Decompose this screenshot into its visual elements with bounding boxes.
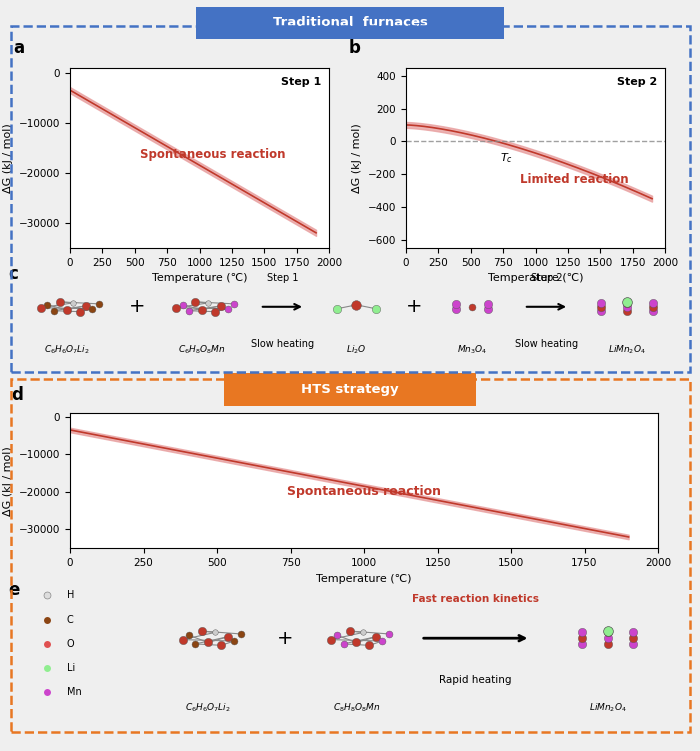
Text: $T_c$: $T_c$: [500, 151, 513, 165]
Text: HTS strategy: HTS strategy: [301, 383, 399, 396]
Text: Spontaneous reaction: Spontaneous reaction: [140, 148, 285, 161]
Text: $Mn_3O_4$: $Mn_3O_4$: [457, 343, 488, 355]
Text: Step 1: Step 1: [281, 77, 321, 86]
Text: $LiMn_2O_4$: $LiMn_2O_4$: [608, 343, 646, 355]
Text: b: b: [349, 39, 361, 57]
Text: Rapid heating: Rapid heating: [440, 675, 512, 686]
Text: $C_6H_6O_7Li_2$: $C_6H_6O_7Li_2$: [186, 701, 231, 713]
Text: +: +: [130, 297, 146, 316]
Text: Fast reaction kinetics: Fast reaction kinetics: [412, 594, 539, 604]
Text: H: H: [66, 590, 74, 600]
Text: Limited reaction: Limited reaction: [520, 173, 629, 185]
Y-axis label: ΔG (kJ / mol): ΔG (kJ / mol): [4, 446, 13, 515]
Text: $LiMn_2O_4$: $LiMn_2O_4$: [589, 701, 626, 713]
Text: Li: Li: [66, 663, 75, 673]
Text: Spontaneous reaction: Spontaneous reaction: [287, 485, 441, 498]
Text: Traditional  furnaces: Traditional furnaces: [272, 17, 428, 29]
Text: +: +: [406, 297, 423, 316]
Text: d: d: [11, 385, 23, 403]
FancyBboxPatch shape: [181, 5, 519, 41]
Text: Step 1: Step 1: [267, 273, 298, 282]
Text: $C_6H_6O_7Li_2$: $C_6H_6O_7Li_2$: [43, 343, 90, 355]
X-axis label: Temperature (℃): Temperature (℃): [488, 273, 583, 283]
Y-axis label: ΔG (kJ / mol): ΔG (kJ / mol): [4, 123, 13, 192]
Text: Slow heating: Slow heating: [515, 339, 578, 348]
Text: e: e: [8, 581, 20, 599]
Text: Step 2: Step 2: [617, 77, 657, 86]
Text: Slow heating: Slow heating: [251, 339, 314, 348]
Text: $C_6H_8O_8Mn$: $C_6H_8O_8Mn$: [178, 343, 226, 355]
X-axis label: Temperature (℃): Temperature (℃): [152, 273, 247, 283]
Y-axis label: ΔG (kJ / mol): ΔG (kJ / mol): [352, 123, 363, 192]
Text: O: O: [66, 639, 74, 649]
Text: $C_8H_8O_8Mn$: $C_8H_8O_8Mn$: [332, 701, 380, 713]
Text: $Li_2O$: $Li_2O$: [346, 343, 367, 355]
Text: a: a: [13, 39, 24, 57]
Text: C: C: [66, 614, 74, 625]
Text: Step 2: Step 2: [531, 273, 562, 282]
Text: c: c: [8, 265, 19, 283]
Text: Mn: Mn: [66, 687, 81, 698]
FancyBboxPatch shape: [211, 372, 489, 407]
Text: +: +: [277, 629, 294, 647]
X-axis label: Temperature (℃): Temperature (℃): [316, 574, 412, 584]
